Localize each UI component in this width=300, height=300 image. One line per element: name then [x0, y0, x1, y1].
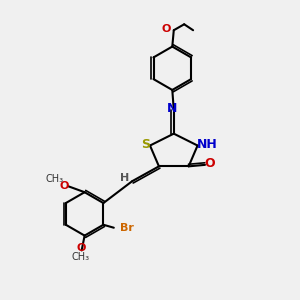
- Text: S: S: [141, 138, 150, 151]
- Text: CH₃: CH₃: [71, 252, 89, 262]
- Text: N: N: [167, 102, 178, 115]
- Text: O: O: [205, 157, 215, 170]
- Text: O: O: [162, 24, 171, 34]
- Text: O: O: [59, 181, 68, 191]
- Text: O: O: [77, 243, 86, 253]
- Text: Br: Br: [120, 223, 134, 233]
- Text: NH: NH: [197, 138, 218, 151]
- Text: CH₃: CH₃: [45, 174, 63, 184]
- Text: H: H: [120, 172, 129, 183]
